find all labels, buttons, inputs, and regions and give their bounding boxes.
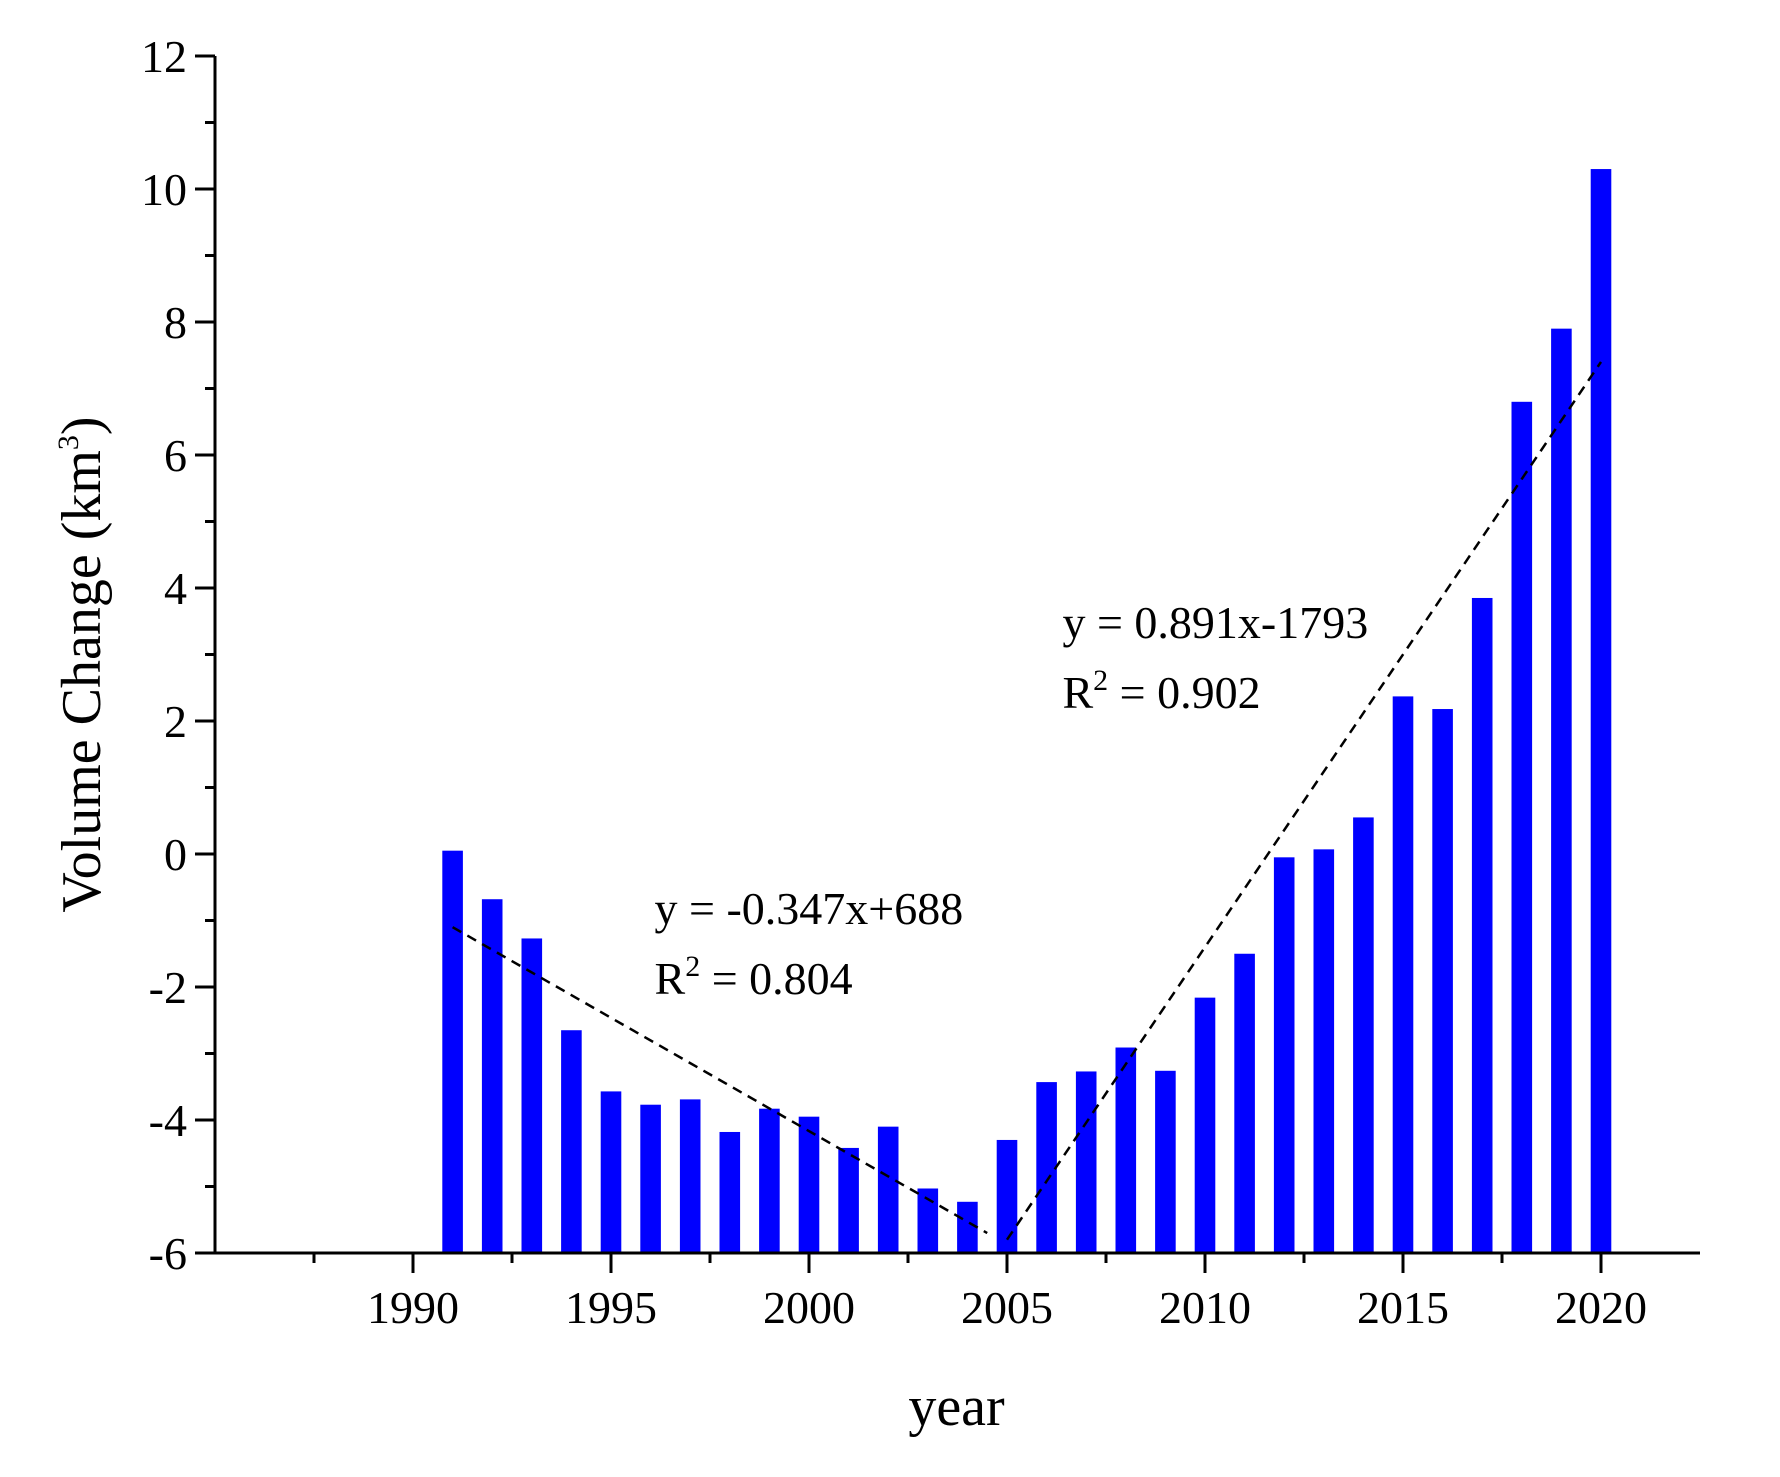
bar-2000 bbox=[798, 1116, 820, 1253]
y-axis-title-main: Volume Change (km bbox=[51, 450, 113, 912]
x-tick-label: 2000 bbox=[763, 1282, 855, 1333]
bar-2014 bbox=[1353, 817, 1374, 1253]
bar-2001 bbox=[838, 1147, 859, 1253]
bars-group bbox=[442, 169, 1612, 1253]
x-tick-label: 2020 bbox=[1555, 1282, 1647, 1333]
y-tick-label: -6 bbox=[149, 1228, 187, 1279]
y-tick-label: 10 bbox=[141, 164, 187, 215]
bar-2015 bbox=[1392, 696, 1414, 1253]
y-tick-label: 0 bbox=[164, 829, 187, 880]
y-tick-label: 8 bbox=[164, 297, 187, 348]
y-tick-label: -4 bbox=[149, 1095, 187, 1146]
bar-1999 bbox=[759, 1108, 780, 1253]
trend-annotation-decline: y = -0.347x+688 R2 = 0.804 bbox=[655, 883, 964, 1004]
bar-1991 bbox=[442, 850, 463, 1253]
trendlines-group bbox=[451, 361, 1603, 1241]
bar-2012 bbox=[1273, 857, 1295, 1253]
y-tick-label: 4 bbox=[164, 563, 187, 614]
y-tick-label: 2 bbox=[164, 696, 187, 747]
x-tick-label: 2015 bbox=[1357, 1282, 1449, 1333]
equation-label: y = -0.347x+688 bbox=[655, 883, 964, 934]
x-tick-label: 2010 bbox=[1159, 1282, 1251, 1333]
x-tick-label: 1990 bbox=[367, 1282, 459, 1333]
bar-2004 bbox=[957, 1201, 978, 1253]
bar-1997 bbox=[679, 1099, 701, 1253]
y-axis-title: Volume Change (km3) bbox=[51, 416, 113, 912]
bar-2005 bbox=[996, 1139, 1018, 1253]
bar-2003 bbox=[917, 1188, 939, 1253]
bar-1992 bbox=[481, 899, 503, 1253]
r-squared-label: R2 = 0.902 bbox=[1062, 664, 1260, 718]
y-axis-title-superscript: 3 bbox=[52, 435, 85, 450]
y-tick-label: 12 bbox=[141, 31, 187, 82]
y-axis-title-close: ) bbox=[51, 416, 113, 435]
y-ticks-group: -6 -4 -2 0 2 4 6 8 10 12 bbox=[141, 31, 215, 1279]
bar-2010 bbox=[1194, 997, 1216, 1253]
bar-2013 bbox=[1313, 849, 1335, 1253]
x-tick-label: 2005 bbox=[961, 1282, 1053, 1333]
y-tick-label: -2 bbox=[149, 962, 187, 1013]
bar-1998 bbox=[719, 1131, 741, 1253]
r-squared-label: R2 = 0.804 bbox=[655, 950, 853, 1004]
bar-2018 bbox=[1511, 401, 1533, 1253]
bar-2011 bbox=[1234, 953, 1255, 1253]
x-tick-label: 1995 bbox=[565, 1282, 657, 1333]
equation-label: y = 0.891x-1793 bbox=[1062, 597, 1368, 648]
trendline-rise bbox=[1005, 361, 1603, 1241]
bar-2007 bbox=[1075, 1071, 1097, 1253]
bar-2009 bbox=[1155, 1070, 1176, 1253]
bar-1995 bbox=[600, 1091, 622, 1253]
x-ticks-group: 1990 1995 2000 2005 2010 2015 2020 bbox=[312, 1253, 1647, 1333]
y-tick-label: 6 bbox=[164, 430, 187, 481]
trend-annotation-rise: y = 0.891x-1793 R2 = 0.902 bbox=[1062, 597, 1368, 718]
trendline-decline bbox=[451, 926, 988, 1235]
bar-2019 bbox=[1551, 328, 1572, 1253]
bar-2020 bbox=[1590, 169, 1612, 1253]
bar-1996 bbox=[640, 1104, 661, 1253]
bar-1993 bbox=[521, 938, 543, 1253]
bar-2006 bbox=[1036, 1082, 1057, 1253]
bar-2008 bbox=[1115, 1047, 1137, 1253]
bar-1994 bbox=[561, 1030, 582, 1253]
bar-2016 bbox=[1432, 709, 1453, 1253]
x-axis-title: year bbox=[908, 1376, 1005, 1438]
annotations-group: y = -0.347x+688 R2 = 0.804 y = 0.891x-17… bbox=[655, 597, 1369, 1004]
bar-2002 bbox=[877, 1126, 899, 1253]
bar-2017 bbox=[1471, 597, 1493, 1253]
